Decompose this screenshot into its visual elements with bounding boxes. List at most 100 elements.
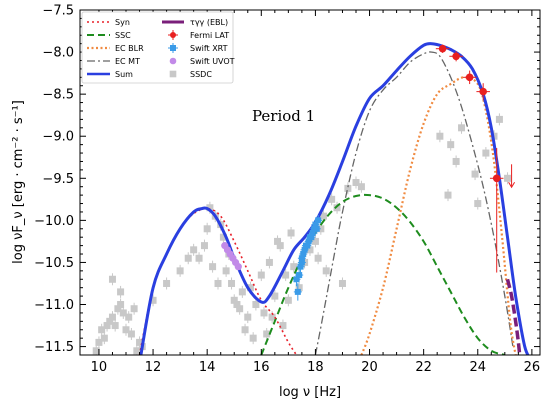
y-axis-label: log νF_ν [erg · cm⁻² · s⁻¹] [11,100,26,264]
axes: 10 12 14 16 18 20 22 24 26 −11.5 −11.0 −10.5 −10.0 −9… [34,4,540,376]
ssdc-point [265,258,273,266]
y-tick-label: −8.0 [42,46,74,61]
ssdc-point [163,279,171,287]
ssdc-point [119,309,127,317]
y-tick-label: −10.5 [34,256,74,271]
ssdc-point [263,330,271,338]
legend-label: SSDC [190,70,212,79]
x-tick-label: 24 [469,360,486,375]
fermi-point [465,73,474,82]
curve-ec-blr [360,76,517,355]
legend-label: Swift XRT [190,44,228,53]
ssdc-point [495,115,503,123]
y-tick-label: −7.5 [42,4,74,19]
ssdc-point [338,279,346,287]
ssdc-point [282,271,290,279]
ssdc-point [357,183,365,191]
ssdc-point [328,195,336,203]
xrt-point [315,217,322,224]
ssdc-point [287,229,295,237]
ssdc-point [320,212,328,220]
ssdc-point [222,267,230,275]
legend: Syn SSC EC BLR EC MT Sum τγγ (EBL) Fermi LAT Sw… [81,11,235,84]
curve--ebl- [505,278,522,355]
ssdc-point [279,322,287,330]
y-tick-label: −10.0 [34,214,74,229]
ssdc-point [203,225,211,233]
legend-label: Sum [115,70,133,79]
ssdc-point [452,157,460,165]
legend-swatch [170,45,176,51]
ssdc-point [149,296,157,304]
xrt-point [305,238,312,245]
y-tick-label: −9.0 [42,130,74,145]
xrt-point [313,225,320,232]
x-tick-label: 14 [199,360,216,375]
ssdc-point [314,254,322,262]
xrt-point [301,246,308,253]
ssdc-point [352,179,360,186]
x-axis-label: log ν [Hz] [279,385,341,400]
xrt-point [308,234,315,241]
ssdc-point [244,313,252,321]
ssdc-point [290,263,298,271]
legend-label: Fermi LAT [190,31,229,40]
ssdc-point [458,124,466,132]
plot-frame [79,9,541,356]
x-tick-label: 10 [91,360,108,375]
ssdc-point [241,326,249,334]
ssdc-point [127,330,135,338]
y-tick-label: −11.0 [34,298,74,313]
ssdc-point [474,200,482,208]
ssdc-point [268,313,276,321]
legend-label: τγγ (EBL) [190,18,228,27]
ssdc-point [95,338,103,346]
xrt-point [302,242,309,249]
ssdc-point [344,184,352,192]
fermi-upper-limit-arrow [508,182,516,189]
ssdc-point [306,246,314,254]
ssdc-point [246,284,254,292]
fermi-point [492,174,501,183]
y-tick-label: −11.5 [34,340,74,355]
ssdc-point [103,322,111,330]
y-tick-label: −9.5 [42,172,74,187]
legend-swatch [169,57,177,65]
ssdc-point [117,288,125,296]
fermi-point [479,87,487,96]
period-annotation: Period 1 [252,107,315,125]
xrt-point [312,221,319,228]
x-tick-label: 26 [524,360,541,375]
ssdc-point [504,174,512,182]
ssdc-point [284,296,292,304]
ssdc-point [195,254,203,262]
legend-box [81,11,234,84]
ssdc-point [238,288,246,296]
ssdc-point [136,338,144,346]
ssdc-point [133,347,141,355]
ssdc-point [322,267,330,275]
xrt-point [309,229,316,236]
ssdc-point [206,204,214,212]
xrt-point [296,272,303,279]
ssdc-point [122,326,130,334]
ssdc-point [219,233,227,241]
ssdc-point [200,242,208,250]
x-tick-label: 20 [361,360,378,375]
legend-swatch [170,32,176,38]
ssdc-point [249,334,257,342]
ssdc-point [271,292,279,300]
ssdc-point [108,313,116,321]
ssdc-point [190,246,198,254]
ssdc-point [100,334,108,342]
ssdc-point [98,326,106,334]
ssdc-point [117,301,125,309]
ssdc-point [447,141,455,149]
x-tick-label: 12 [145,360,162,375]
xrt-point [294,288,301,295]
ssdc-point [311,237,319,245]
ssdc-point [214,279,222,287]
x-tick-label: 22 [415,360,432,375]
ssdc-point [260,309,268,317]
xrt-point [297,263,304,270]
